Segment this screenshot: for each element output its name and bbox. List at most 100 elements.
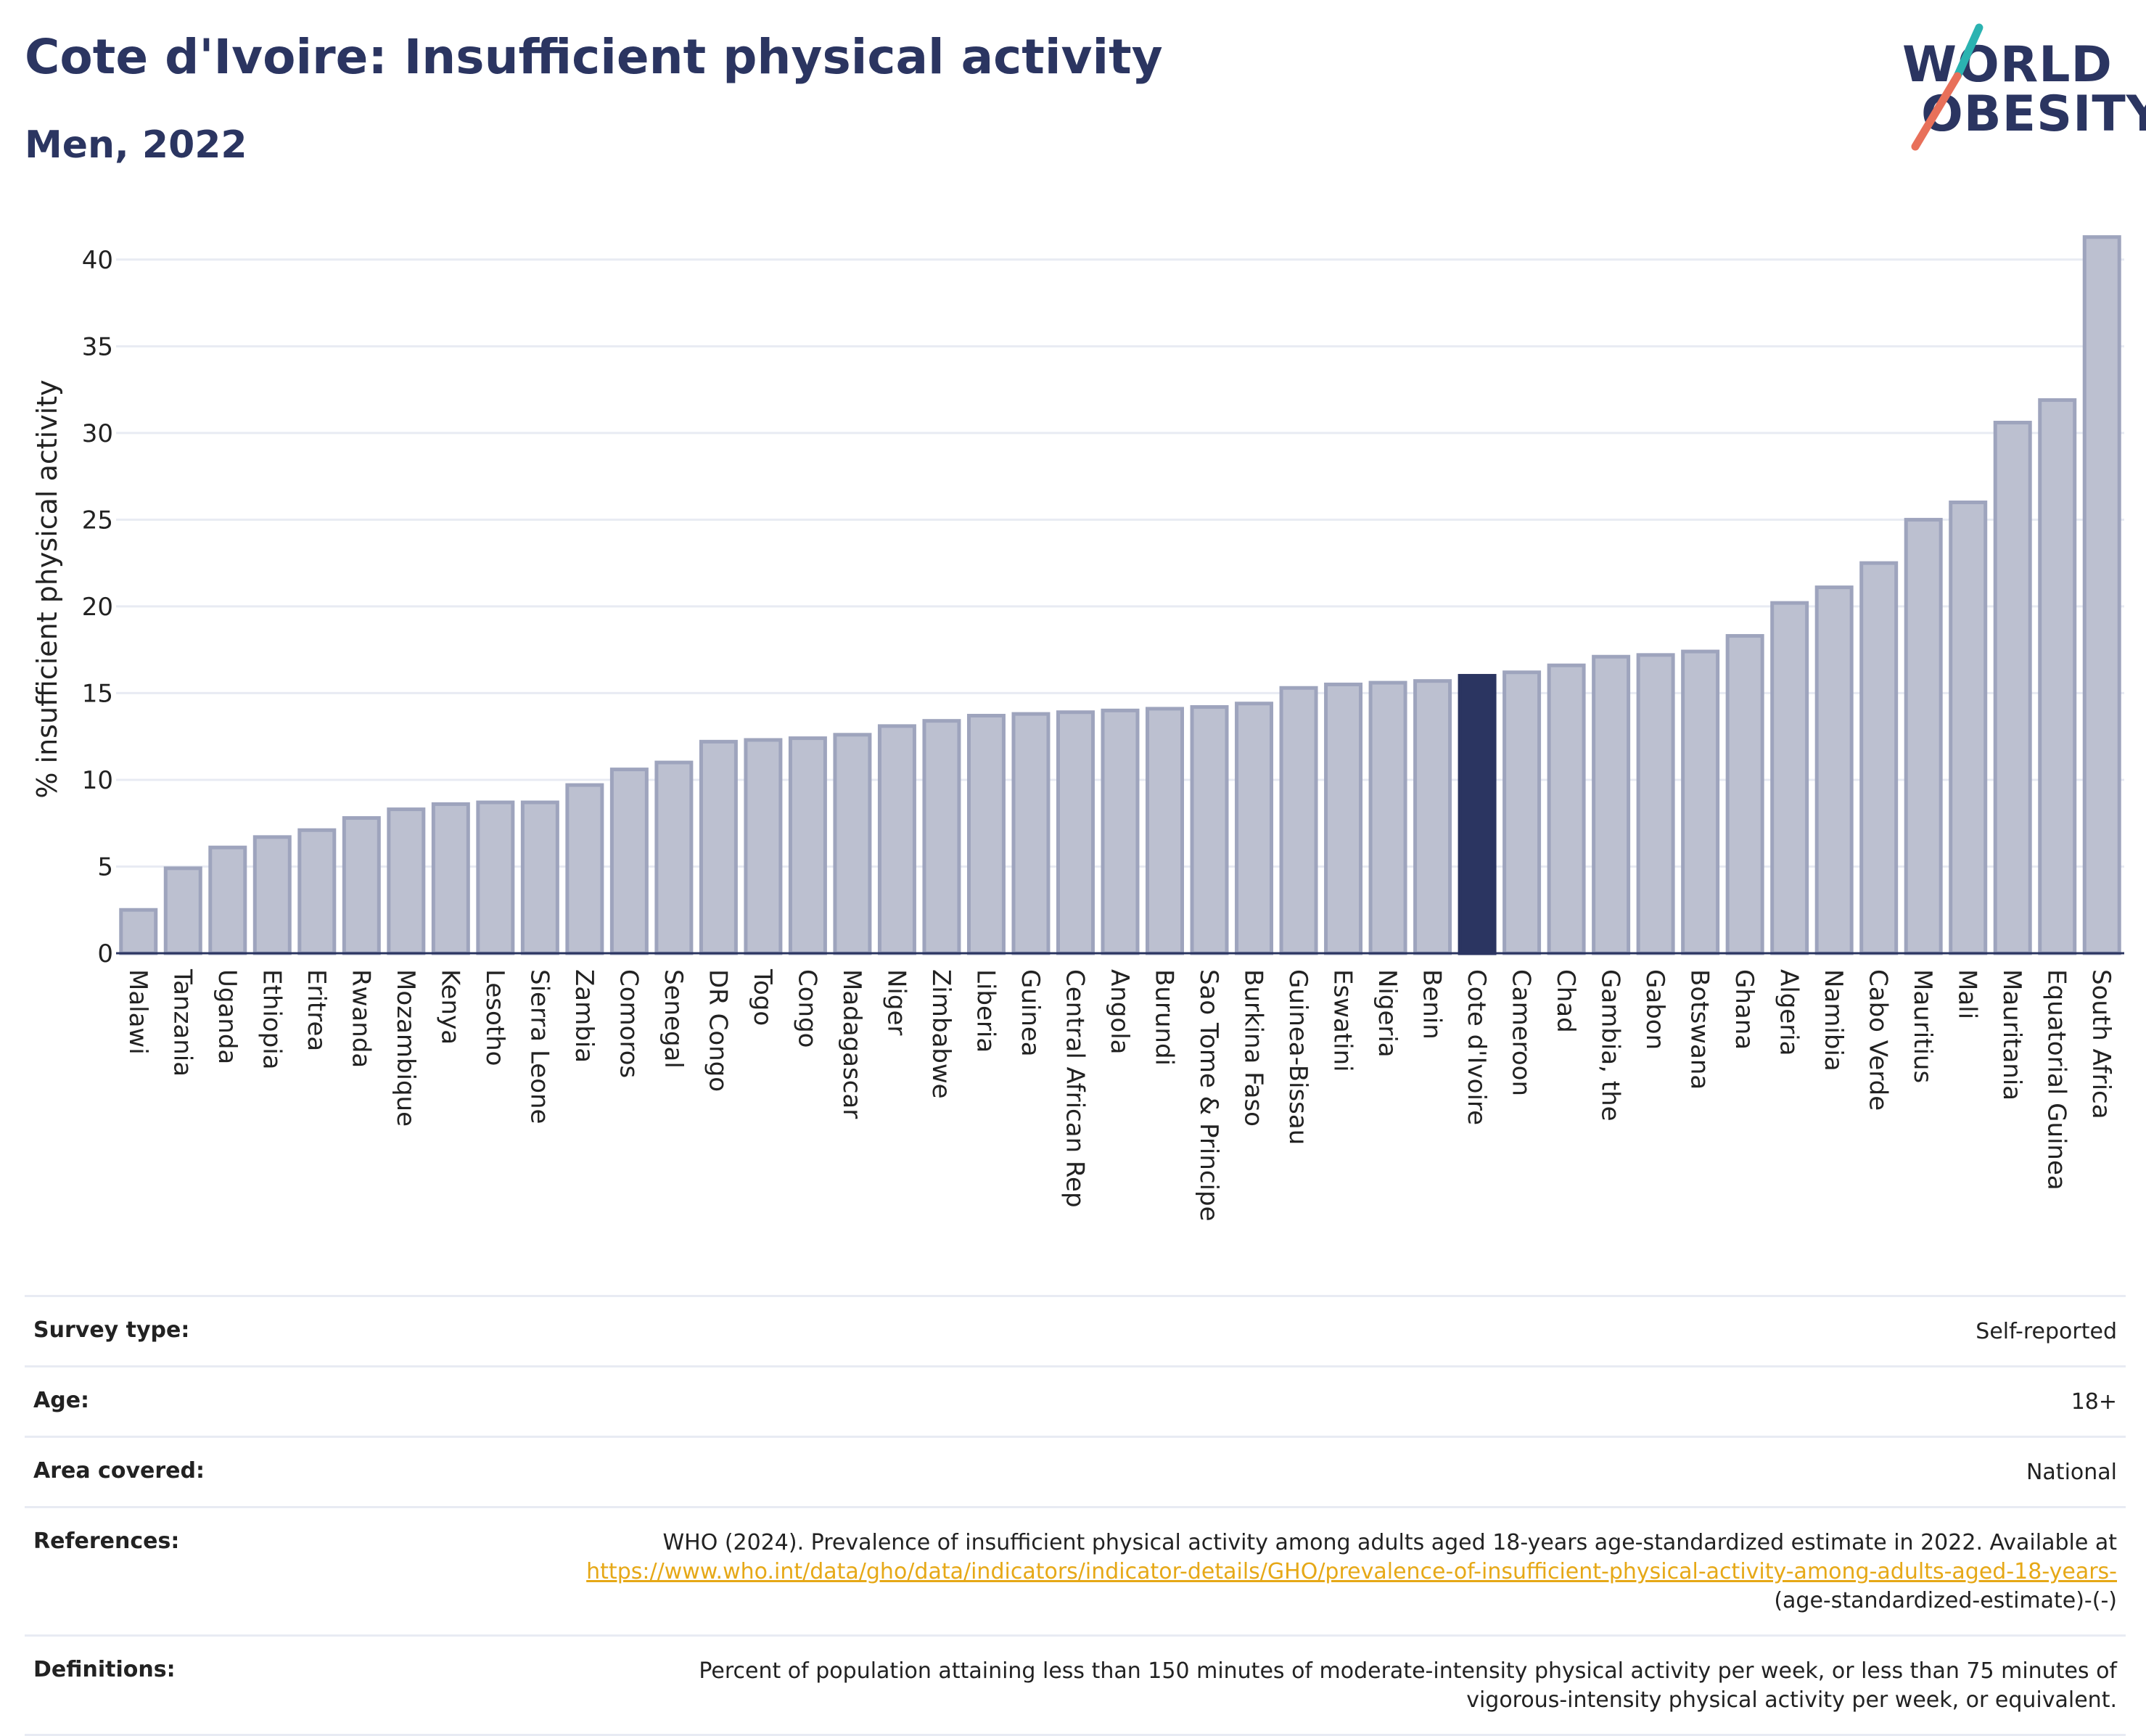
x-tick-label: Kenya	[435, 969, 464, 1045]
info-row-age: Age: 18+	[25, 1365, 2126, 1436]
x-tick-label: Ethiopia	[257, 969, 286, 1069]
x-tick-label: Sierra Leone	[525, 969, 554, 1124]
logo-slash-icon	[1911, 23, 1983, 151]
bar	[744, 738, 783, 955]
age-label: Age:	[33, 1388, 90, 1413]
x-tick-label: Guinea	[1016, 969, 1045, 1057]
y-tick-label: 5	[97, 852, 113, 881]
x-tick-label: Mali	[1953, 969, 1982, 1019]
x-tick-label: Eritrea	[302, 969, 331, 1051]
x-tick-label: Madagascar	[837, 969, 866, 1119]
x-tick-label: Burundi	[1150, 969, 1179, 1066]
bar	[119, 908, 158, 955]
survey-type-value: Self-reported	[1976, 1319, 2117, 1344]
bar	[1993, 421, 2032, 955]
y-tick-label: 35	[82, 332, 113, 361]
x-tick-label: Cameroon	[1507, 969, 1536, 1096]
bar	[833, 733, 872, 955]
bar	[1859, 561, 1899, 955]
references-text: WHO (2024). Prevalence of insufficient p…	[662, 1530, 2117, 1555]
x-tick-label: Eswatini	[1328, 969, 1357, 1072]
x-tick-label: Central African Rep	[1060, 969, 1089, 1208]
x-tick-label: Namibia	[1819, 969, 1848, 1071]
x-tick-label: Algeria	[1775, 969, 1804, 1056]
y-tick-label: 25	[82, 506, 113, 535]
page-title: Cote d'Ivoire: Insufficient physical act…	[25, 29, 1163, 85]
x-tick-label: Cote d'Ivoire	[1462, 969, 1491, 1125]
y-axis-label: % insufficient physical activity	[31, 379, 63, 798]
bar	[1235, 702, 1274, 955]
x-tick-label: Lesotho	[480, 969, 509, 1066]
definitions-line2: vigorous-intensity physical activity per…	[1466, 1687, 2117, 1713]
bar	[1101, 708, 1140, 955]
info-row-references: References: WHO (2024). Prevalence of in…	[25, 1506, 2126, 1634]
bar	[1904, 517, 1943, 955]
bar	[1770, 601, 1809, 955]
references-link[interactable]: https://www.who.int/data/gho/data/indica…	[586, 1559, 2117, 1584]
bar	[476, 800, 515, 955]
x-tick-label: Gabon	[1640, 969, 1669, 1050]
bar	[2082, 235, 2121, 955]
x-tick-label: Guinea-Bissau	[1283, 969, 1312, 1145]
bar	[877, 724, 916, 955]
bar	[520, 800, 559, 955]
bar	[1324, 682, 1363, 955]
area-label: Area covered:	[33, 1458, 205, 1484]
bar	[342, 816, 381, 955]
info-row-definitions: Definitions: Percent of population attai…	[25, 1634, 2126, 1736]
x-tick-label: Togo	[748, 968, 777, 1026]
x-tick-label: Nigeria	[1373, 969, 1402, 1058]
bar	[1592, 654, 1631, 955]
bar	[966, 714, 1006, 955]
bar	[1056, 710, 1095, 955]
x-tick-label: Sao Tome & Principe	[1194, 969, 1223, 1222]
y-tick-label: 20	[82, 593, 113, 622]
x-tick-label: Gambia, the	[1596, 969, 1625, 1122]
bar	[252, 835, 292, 955]
x-tick-label: Equatorial Guinea	[2042, 969, 2071, 1190]
x-tick-label: Mauritania	[1997, 969, 2026, 1101]
x-tick-label: Botswana	[1685, 969, 1714, 1090]
bar	[163, 866, 202, 955]
y-tick-label: 15	[82, 679, 113, 708]
bar	[1502, 670, 1542, 955]
references-label: References:	[33, 1529, 180, 1554]
info-row-survey-type: Survey type: Self-reported	[25, 1295, 2126, 1365]
x-tick-label: Benin	[1418, 969, 1447, 1040]
page-subtitle: Men, 2022	[25, 123, 247, 167]
x-tick-label: Ghana	[1730, 969, 1759, 1050]
age-value: 18+	[2071, 1389, 2117, 1415]
bar	[922, 719, 961, 955]
x-tick-label: Comoros	[614, 969, 643, 1078]
area-value: National	[2026, 1460, 2117, 1485]
x-tick-label: Zimbabwe	[926, 969, 955, 1099]
bar	[2038, 398, 2077, 955]
bar	[431, 802, 470, 955]
y-tick-label: 10	[82, 766, 113, 795]
bar	[1413, 679, 1452, 955]
world-obesity-logo: WORLD OBESITY	[1886, 22, 2146, 160]
bar	[654, 760, 694, 955]
bar	[297, 828, 337, 955]
x-tick-label: Mauritius	[1908, 969, 1937, 1083]
bar	[1011, 712, 1051, 955]
references-suffix: (age-standardized-estimate)-(-)	[1774, 1588, 2117, 1613]
bar	[565, 783, 604, 955]
x-tick-label: Tanzania	[168, 968, 197, 1077]
x-tick-label: Burkina Faso	[1239, 969, 1268, 1127]
x-tick-label: South Africa	[2087, 969, 2116, 1119]
bar	[208, 845, 247, 955]
x-tick-label: Uganda	[213, 969, 242, 1064]
bar	[609, 768, 649, 955]
x-tick-label: Cabo Verde	[1864, 969, 1893, 1111]
y-tick-label: 0	[97, 939, 113, 968]
x-tick-label: Mozambique	[391, 969, 420, 1127]
info-table: Survey type: Self-reported Age: 18+ Area…	[25, 1295, 2126, 1736]
x-tick-label: Liberia	[971, 969, 1000, 1053]
x-tick-label: Congo	[792, 969, 821, 1048]
survey-type-label: Survey type:	[33, 1317, 190, 1343]
x-tick-label: Malawi	[123, 969, 152, 1055]
bar	[1636, 653, 1675, 955]
bar	[1725, 634, 1764, 955]
x-tick-label: Rwanda	[346, 969, 375, 1068]
